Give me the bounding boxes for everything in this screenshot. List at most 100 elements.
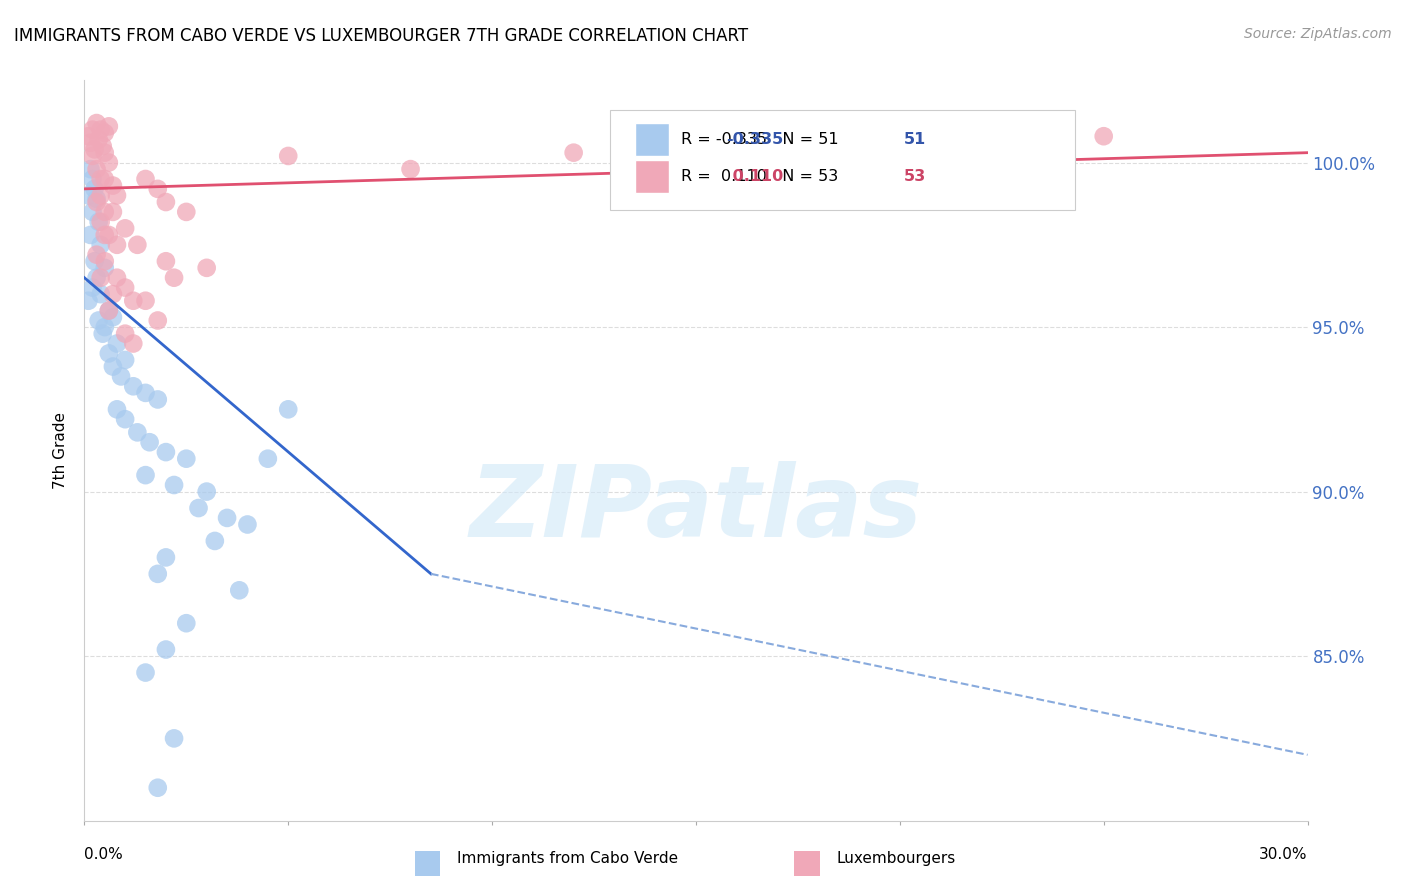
Point [807,162,830,177]
Bar [636,160,669,194]
Text: -0.335: -0.335 [727,132,783,147]
Point [82,280,104,294]
Point [93,320,115,334]
Point [86,116,108,130]
Point [562,145,585,160]
Point [146,392,169,407]
Point [155,194,177,209]
Point [97,303,120,318]
Point [86,270,108,285]
Point [399,162,422,177]
Point [83,254,105,268]
Point [90,237,112,252]
Point [135,293,157,308]
Text: ZIPatlas: ZIPatlas [470,461,922,558]
Point [122,336,145,351]
Point [257,451,280,466]
Text: 51: 51 [904,132,927,147]
Point [86,194,108,209]
Text: Luxembourgers: Luxembourgers [837,851,956,865]
Point [146,566,169,581]
Point [146,313,169,327]
Point [122,293,145,308]
Point [82,149,104,163]
Point [889,139,911,153]
Point [83,182,105,196]
Y-axis label: 7th Grade: 7th Grade [53,412,69,489]
Point [90,172,112,186]
Point [93,126,115,140]
Point [90,270,112,285]
Point [187,501,209,516]
Point [101,310,124,325]
Point [90,122,112,136]
Point [90,287,112,301]
Point [105,270,128,285]
Point [91,326,114,341]
Point [110,369,132,384]
Text: Immigrants from Cabo Verde: Immigrants from Cabo Verde [457,851,678,865]
Point [79,227,101,242]
Point [101,287,124,301]
Point [91,139,114,153]
Point [155,254,177,268]
Text: Source: ZipAtlas.com: Source: ZipAtlas.com [1244,27,1392,41]
Point [127,425,149,440]
Point [163,270,186,285]
Point [93,205,115,219]
Point [87,215,110,229]
Point [114,326,136,341]
Point [105,336,128,351]
Point [135,468,157,483]
Point [79,162,101,177]
Point [97,227,120,242]
Point [105,402,128,417]
Point [1092,129,1115,144]
Point [114,353,136,368]
Point [93,227,115,242]
Point [135,172,157,186]
Point [174,616,197,631]
Point [114,412,136,426]
Text: 0.0%: 0.0% [84,847,124,862]
Text: 0.110: 0.110 [727,169,783,184]
Point [93,172,115,186]
Point [87,313,110,327]
Point [146,182,169,196]
Point [82,172,104,186]
Point [135,385,157,400]
Point [97,303,120,318]
Point [101,205,124,219]
Point [277,402,299,417]
Point [77,293,100,308]
Point [105,188,128,202]
Point [93,254,115,268]
Point [204,533,226,548]
Point [277,149,299,163]
Point [82,122,104,136]
Text: IMMIGRANTS FROM CABO VERDE VS LUXEMBOURGER 7TH GRADE CORRELATION CHART: IMMIGRANTS FROM CABO VERDE VS LUXEMBOURG… [14,27,748,45]
Point [174,205,197,219]
Point [163,731,186,746]
Point [86,162,108,177]
Point [77,188,100,202]
FancyBboxPatch shape [610,110,1076,210]
Point [90,215,112,229]
Point [97,120,120,134]
Point [217,511,239,525]
Text: R = -0.335   N = 51: R = -0.335 N = 51 [682,132,839,147]
Point [195,260,218,275]
Point [93,260,115,275]
Point [228,583,250,598]
Point [155,642,177,657]
Point [97,346,120,360]
Point [105,237,128,252]
Point [155,445,177,459]
Point [101,178,124,193]
Point [195,484,218,499]
Point [236,517,259,532]
Point [79,136,101,150]
Text: 30.0%: 30.0% [1260,847,1308,862]
Point [138,435,160,450]
Point [146,780,169,795]
